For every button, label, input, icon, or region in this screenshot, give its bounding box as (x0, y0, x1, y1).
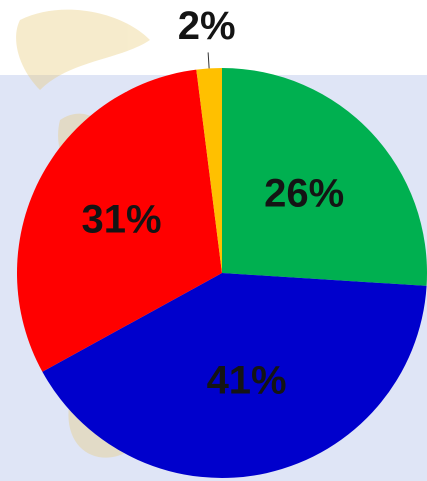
data-label: 31% (82, 197, 162, 241)
data-label: 41% (207, 359, 287, 403)
data-label: 26% (264, 171, 344, 215)
chart: 26% 41% 31% 2% (0, 0, 427, 481)
data-label: 2% (178, 4, 236, 48)
